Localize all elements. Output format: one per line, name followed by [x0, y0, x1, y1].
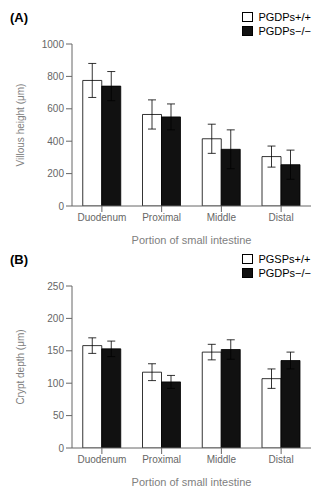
svg-text:Middle: Middle — [207, 454, 237, 465]
svg-text:Portion of small intestine: Portion of small intestine — [132, 234, 252, 246]
svg-text:200: 200 — [47, 168, 64, 179]
svg-text:Duodenum: Duodenum — [77, 454, 126, 465]
svg-text:Crypt depth (μm): Crypt depth (μm) — [15, 329, 26, 404]
svg-text:150: 150 — [47, 345, 64, 356]
html-text:PGDPs−/−: PGDPs−/− — [258, 25, 311, 37]
svg-text:Duodenum: Duodenum — [77, 212, 126, 223]
svg-text:50: 50 — [53, 410, 65, 421]
svg-text:Proximal: Proximal — [142, 454, 181, 465]
svg-text:250: 250 — [47, 281, 64, 292]
html-text:PGSPs+/+: PGSPs+/+ — [258, 253, 311, 265]
svg-text:0: 0 — [58, 201, 64, 212]
svg-text:800: 800 — [47, 71, 64, 82]
svg-text:100: 100 — [47, 378, 64, 389]
html-text:PGDPs−/−: PGDPs−/− — [258, 267, 311, 279]
svg-text:Distal: Distal — [269, 212, 294, 223]
svg-text:Middle: Middle — [207, 212, 237, 223]
svg-text:0: 0 — [58, 443, 64, 454]
svg-text:400: 400 — [47, 136, 64, 147]
svg-text:200: 200 — [47, 313, 64, 324]
svg-text:Portion of small intestine: Portion of small intestine — [132, 476, 252, 488]
svg-text:1000: 1000 — [42, 39, 65, 50]
svg-text:Proximal: Proximal — [142, 212, 181, 223]
html-text:(A): (A) — [10, 10, 28, 25]
svg-text:600: 600 — [47, 103, 64, 114]
html-text:(B): (B) — [10, 252, 28, 267]
svg-text:Villous height (μm): Villous height (μm) — [15, 84, 26, 167]
html-text:PGDPs+/+: PGDPs+/+ — [258, 11, 311, 23]
svg-text:Distal: Distal — [269, 454, 294, 465]
